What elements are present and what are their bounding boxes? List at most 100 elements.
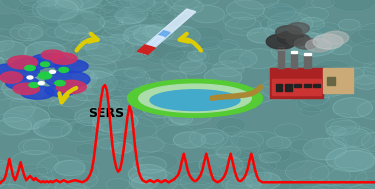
Circle shape: [161, 71, 187, 84]
Bar: [272, 79, 321, 94]
Ellipse shape: [8, 56, 38, 69]
Circle shape: [266, 6, 299, 23]
Circle shape: [201, 133, 234, 149]
Ellipse shape: [13, 58, 47, 71]
Circle shape: [68, 32, 93, 45]
Circle shape: [330, 120, 360, 135]
Circle shape: [305, 95, 326, 106]
Circle shape: [94, 5, 125, 21]
Circle shape: [134, 137, 164, 152]
Circle shape: [23, 139, 53, 154]
Circle shape: [268, 29, 296, 43]
Circle shape: [330, 44, 352, 55]
Circle shape: [105, 79, 126, 90]
Circle shape: [79, 125, 103, 138]
Circle shape: [119, 78, 162, 100]
Circle shape: [58, 11, 105, 34]
Circle shape: [356, 171, 375, 188]
Circle shape: [128, 164, 166, 184]
Circle shape: [99, 0, 148, 25]
Circle shape: [0, 75, 19, 90]
Circle shape: [306, 39, 332, 52]
Circle shape: [285, 161, 329, 183]
Circle shape: [173, 132, 206, 148]
Circle shape: [129, 169, 177, 189]
Circle shape: [0, 163, 17, 172]
Circle shape: [100, 39, 124, 51]
Circle shape: [326, 68, 350, 80]
Ellipse shape: [21, 86, 54, 99]
Circle shape: [25, 65, 35, 71]
Circle shape: [237, 15, 272, 33]
Circle shape: [48, 96, 94, 119]
Circle shape: [70, 55, 117, 79]
Circle shape: [55, 180, 86, 189]
Circle shape: [167, 170, 195, 184]
Circle shape: [247, 28, 278, 43]
Circle shape: [110, 96, 133, 108]
Circle shape: [148, 27, 174, 40]
Circle shape: [109, 85, 157, 109]
Circle shape: [102, 29, 127, 41]
Circle shape: [61, 122, 100, 142]
Circle shape: [222, 176, 253, 189]
Circle shape: [353, 75, 375, 89]
Circle shape: [333, 98, 372, 118]
Circle shape: [112, 38, 146, 55]
Circle shape: [4, 83, 42, 102]
Circle shape: [218, 84, 238, 94]
Circle shape: [296, 94, 331, 112]
Circle shape: [18, 139, 50, 155]
Circle shape: [71, 11, 119, 36]
Circle shape: [173, 0, 203, 14]
Circle shape: [0, 99, 34, 122]
Circle shape: [216, 84, 255, 105]
Circle shape: [325, 85, 347, 96]
Circle shape: [25, 42, 66, 62]
Circle shape: [300, 106, 321, 116]
Circle shape: [310, 166, 350, 186]
Circle shape: [141, 152, 178, 170]
Circle shape: [119, 0, 167, 11]
Circle shape: [295, 77, 326, 93]
Circle shape: [50, 70, 55, 73]
Circle shape: [291, 139, 314, 151]
Circle shape: [123, 13, 164, 33]
Bar: [304, 53, 310, 68]
Circle shape: [51, 160, 99, 184]
Circle shape: [55, 0, 83, 11]
Circle shape: [240, 49, 279, 69]
Bar: [291, 51, 297, 53]
Circle shape: [267, 150, 306, 170]
Circle shape: [21, 4, 41, 14]
Circle shape: [198, 37, 222, 50]
Circle shape: [165, 0, 200, 10]
Circle shape: [18, 1, 49, 17]
Ellipse shape: [150, 90, 240, 111]
Circle shape: [79, 44, 120, 65]
Circle shape: [0, 58, 24, 82]
Circle shape: [38, 82, 44, 85]
Circle shape: [339, 19, 360, 30]
Circle shape: [0, 0, 46, 10]
Circle shape: [98, 138, 119, 149]
Circle shape: [61, 185, 91, 189]
Circle shape: [171, 0, 195, 6]
Circle shape: [87, 0, 129, 6]
Circle shape: [185, 91, 225, 111]
Circle shape: [125, 67, 146, 78]
Circle shape: [26, 177, 62, 189]
Circle shape: [145, 24, 171, 37]
Circle shape: [330, 0, 375, 12]
Circle shape: [134, 26, 168, 43]
Bar: [294, 84, 301, 87]
Circle shape: [0, 184, 28, 189]
Circle shape: [265, 23, 294, 38]
Circle shape: [190, 5, 225, 23]
Circle shape: [248, 86, 278, 102]
Circle shape: [143, 100, 177, 118]
Circle shape: [100, 101, 120, 110]
Circle shape: [2, 76, 50, 100]
Circle shape: [130, 3, 156, 16]
Circle shape: [39, 122, 69, 137]
